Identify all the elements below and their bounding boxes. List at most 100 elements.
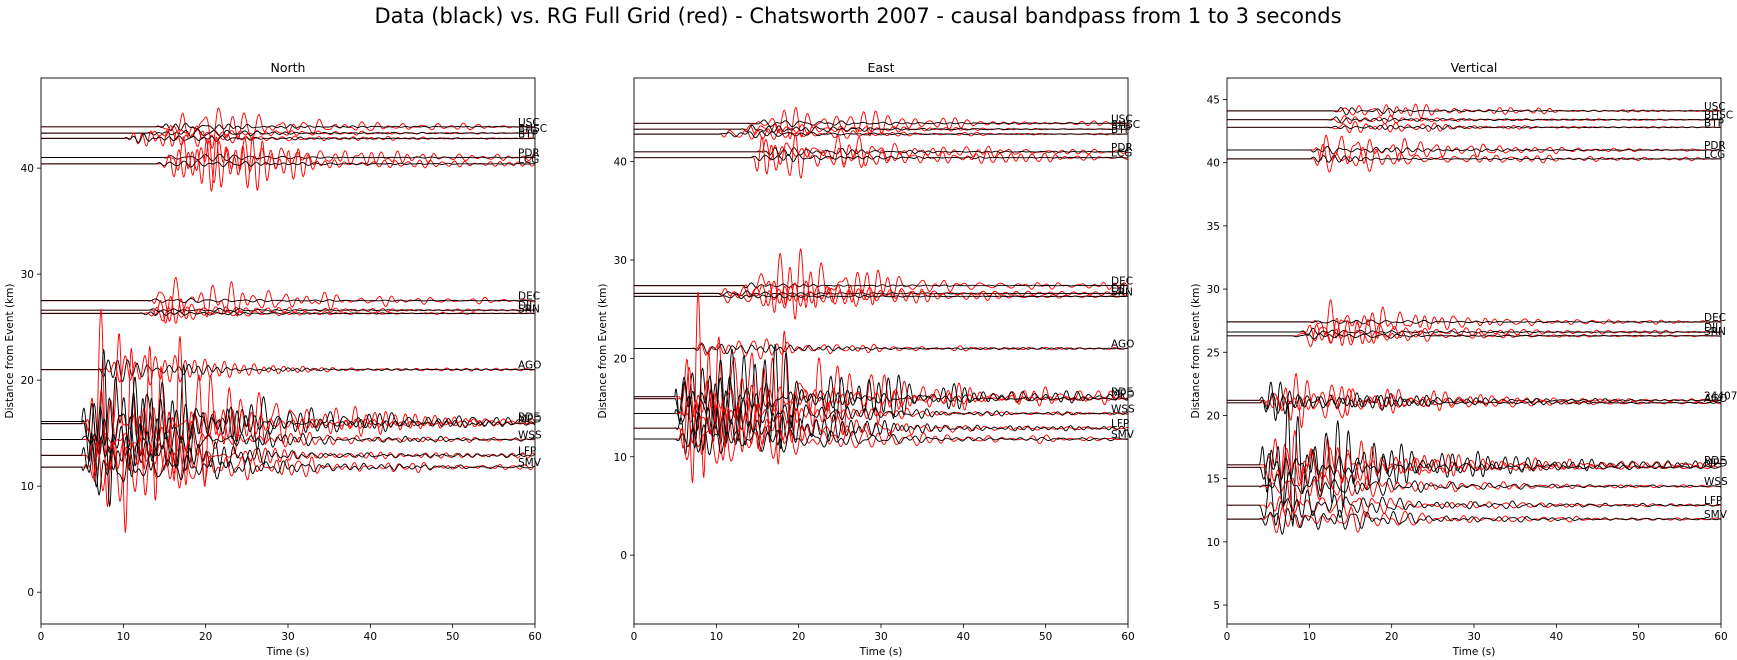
station-label-srn: SRN — [1111, 286, 1133, 298]
station-label-lcg: LCG — [1704, 149, 1725, 161]
station-label-bhsc: BHSC — [1111, 119, 1140, 131]
station-label-24407: 24407 — [1704, 390, 1737, 402]
synthetic-trace-smv — [634, 408, 1128, 464]
station-label-wss: WSS — [518, 430, 542, 442]
panel-title-east: East — [868, 60, 895, 75]
station-label-rde: RDE — [1704, 455, 1726, 467]
data-trace-lcg — [41, 160, 535, 168]
station-label-wss: WSS — [1704, 476, 1728, 488]
station-label-wss: WSS — [1111, 403, 1135, 415]
station-label-usc: USC — [1704, 101, 1726, 113]
synthetic-trace-rde — [1227, 429, 1721, 499]
y-tick-label-vertical-5: 5 — [1213, 600, 1220, 612]
station-label-srn: SRN — [1704, 326, 1726, 338]
x-tick-label-east-0: 0 — [631, 631, 638, 643]
traces-vertical — [1227, 103, 1721, 535]
y-tick-label-vertical-35: 35 — [1207, 221, 1220, 233]
data-trace-djj — [41, 307, 535, 312]
y-tick-label-east-40: 40 — [614, 157, 627, 169]
synthetic-trace-ago — [1227, 384, 1721, 419]
x-tick-label-east-50: 50 — [1039, 631, 1052, 643]
data-trace-pdr — [634, 147, 1128, 156]
station-label-btp: BTP — [518, 128, 538, 140]
data-trace-smv — [41, 438, 535, 496]
station-label-mpd: MPD — [1111, 389, 1134, 401]
x-tick-label-vertical-40: 40 — [1550, 631, 1563, 643]
y-tick-label-east-0: 0 — [620, 550, 627, 562]
data-trace-rde — [1227, 404, 1721, 527]
y-tick-label-north-40: 40 — [21, 163, 34, 175]
y-tick-label-vertical-20: 20 — [1207, 410, 1220, 422]
synthetic-trace-mpd — [1227, 447, 1721, 487]
data-trace-wss — [41, 416, 535, 467]
data-trace-dec — [634, 282, 1128, 289]
data-trace-ago — [41, 359, 535, 382]
x-tick-label-vertical-50: 50 — [1632, 631, 1645, 643]
y-tick-label-vertical-45: 45 — [1207, 94, 1220, 106]
data-trace-srn — [1227, 333, 1721, 340]
panel-title-vertical: Vertical — [1451, 60, 1498, 75]
data-trace-ago — [634, 343, 1128, 355]
y-axis-label-east: Distance from Event (km) — [597, 284, 609, 419]
station-label-pdr: PDR — [1704, 140, 1726, 152]
data-trace-srn — [634, 293, 1128, 300]
station-label-dec: DEC — [518, 291, 540, 303]
x-tick-label-vertical-20: 20 — [1385, 631, 1398, 643]
data-trace-smv — [634, 421, 1128, 456]
data-trace-ago — [1227, 392, 1721, 414]
data-trace-lfp — [1227, 478, 1721, 526]
y-tick-label-vertical-10: 10 — [1207, 537, 1220, 549]
x-tick-label-north-0: 0 — [38, 631, 45, 643]
data-trace-wss — [634, 383, 1128, 445]
station-label-mpd: MPD — [1704, 457, 1727, 469]
station-label-pdr: PDR — [1111, 142, 1133, 154]
data-trace-djj — [634, 290, 1128, 297]
x-axis-label-vertical: Time (s) — [1452, 646, 1496, 658]
station-label-ago: AGO — [1111, 339, 1134, 351]
x-tick-label-east-40: 40 — [957, 631, 970, 643]
station-label-djj: DJJ — [518, 300, 532, 312]
y-tick-label-north-0: 0 — [27, 587, 34, 599]
data-trace-djj — [1227, 327, 1721, 336]
y-tick-label-vertical-25: 25 — [1207, 347, 1220, 359]
traces-east — [634, 107, 1128, 484]
station-label-lfp: LFP — [518, 445, 536, 457]
x-tick-label-east-20: 20 — [792, 631, 805, 643]
data-trace-mpd — [1227, 449, 1721, 486]
station-label-ago: AGO — [1704, 393, 1727, 405]
station-label-smv: SMV — [1111, 429, 1135, 441]
x-tick-label-vertical-0: 0 — [1224, 631, 1231, 643]
panel-title-north: North — [271, 60, 306, 75]
x-tick-label-north-30: 30 — [281, 631, 294, 643]
x-tick-label-north-40: 40 — [364, 631, 377, 643]
station-label-lfp: LFP — [1111, 418, 1129, 430]
x-tick-label-north-10: 10 — [117, 631, 130, 643]
station-label-lfp: LFP — [1704, 495, 1722, 507]
station-label-lcg: LCG — [518, 154, 539, 166]
station-label-usc: USC — [1111, 113, 1133, 125]
y-tick-label-vertical-30: 30 — [1207, 284, 1220, 296]
data-trace-usc — [634, 119, 1128, 128]
data-trace-usc — [1227, 107, 1721, 116]
data-trace-dec — [1227, 319, 1721, 325]
station-label-btp: BTP — [1704, 117, 1724, 129]
x-axis-label-north: Time (s) — [266, 646, 310, 658]
station-label-smv: SMV — [518, 457, 542, 469]
data-trace-pdr — [41, 153, 535, 162]
x-tick-label-north-20: 20 — [199, 631, 212, 643]
data-trace-dec — [41, 297, 535, 304]
data-trace-rde — [634, 344, 1128, 450]
station-label-djj: DJJ — [1111, 283, 1125, 295]
station-label-rde: RDE — [1111, 387, 1133, 399]
x-tick-label-east-60: 60 — [1121, 631, 1134, 643]
y-axis-label-vertical: Distance from Event (km) — [1190, 284, 1202, 419]
x-tick-label-east-30: 30 — [874, 631, 887, 643]
data-trace-btp — [41, 133, 535, 144]
data-trace-bhsc — [1227, 116, 1721, 124]
data-trace-btp — [1227, 124, 1721, 130]
data-trace-lcg — [1227, 155, 1721, 163]
y-tick-label-vertical-40: 40 — [1207, 158, 1220, 170]
